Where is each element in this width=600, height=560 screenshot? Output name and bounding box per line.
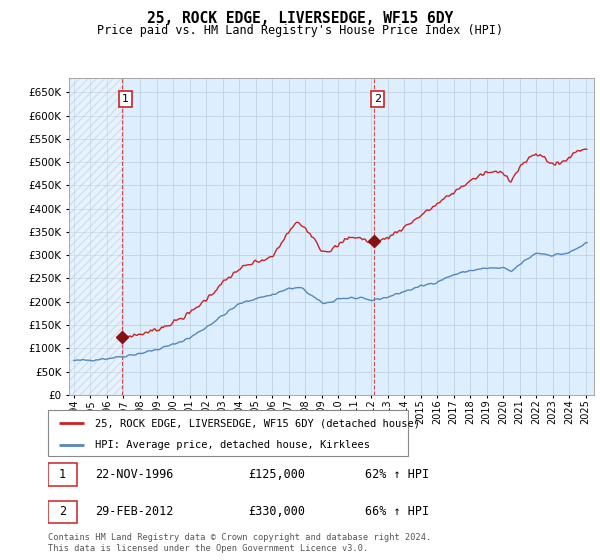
Text: 22-NOV-1996: 22-NOV-1996 <box>95 468 174 481</box>
Text: 1: 1 <box>122 94 129 104</box>
Text: Price paid vs. HM Land Registry's House Price Index (HPI): Price paid vs. HM Land Registry's House … <box>97 24 503 36</box>
Text: 25, ROCK EDGE, LIVERSEDGE, WF15 6DY: 25, ROCK EDGE, LIVERSEDGE, WF15 6DY <box>147 11 453 26</box>
Text: 2: 2 <box>374 94 381 104</box>
Text: Contains HM Land Registry data © Crown copyright and database right 2024.
This d: Contains HM Land Registry data © Crown c… <box>48 533 431 553</box>
Bar <box>48 464 77 486</box>
Bar <box>48 501 77 523</box>
Text: 25, ROCK EDGE, LIVERSEDGE, WF15 6DY (detached house): 25, ROCK EDGE, LIVERSEDGE, WF15 6DY (det… <box>95 418 420 428</box>
Text: 62% ↑ HPI: 62% ↑ HPI <box>365 468 429 481</box>
Text: HPI: Average price, detached house, Kirklees: HPI: Average price, detached house, Kirk… <box>95 440 370 450</box>
Text: £330,000: £330,000 <box>248 505 305 518</box>
Text: £125,000: £125,000 <box>248 468 305 481</box>
Text: 2: 2 <box>59 505 66 518</box>
Text: 66% ↑ HPI: 66% ↑ HPI <box>365 505 429 518</box>
Text: 29-FEB-2012: 29-FEB-2012 <box>95 505 174 518</box>
Text: 1: 1 <box>59 468 66 481</box>
